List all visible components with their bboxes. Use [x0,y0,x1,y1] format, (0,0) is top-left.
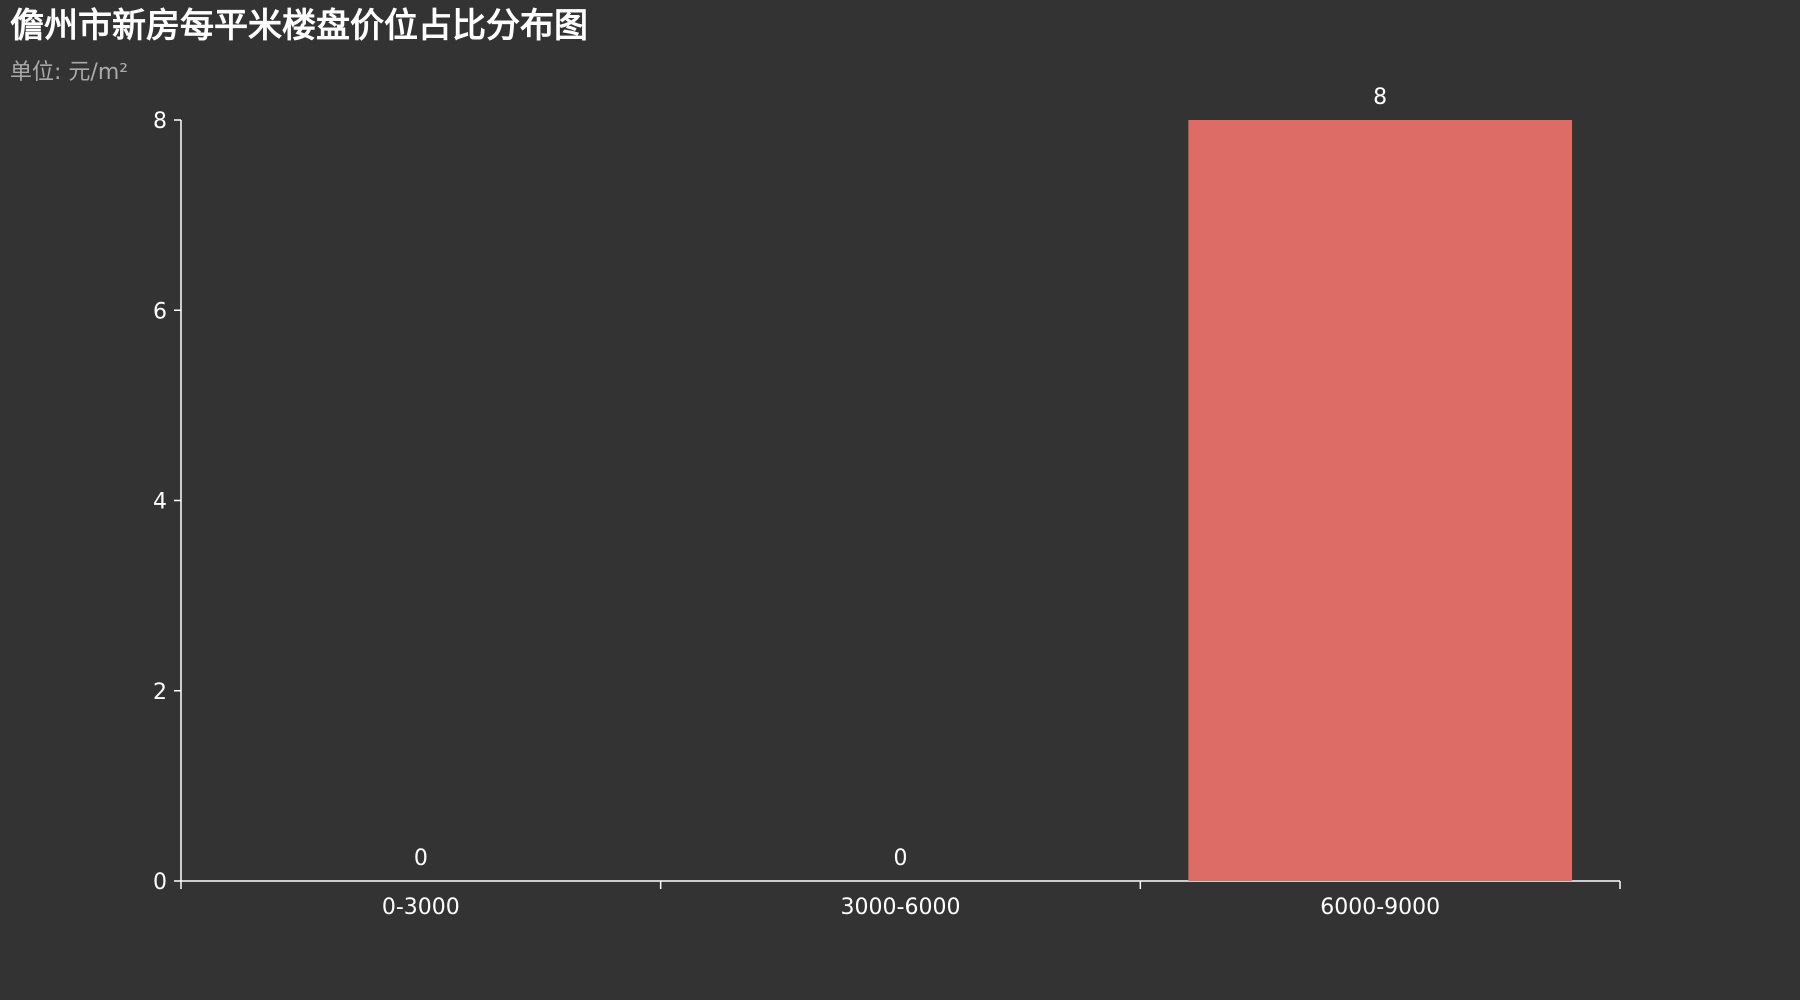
y-tick-label: 6 [153,299,167,324]
chart-title: 儋州市新房每平米楼盘价位占比分布图 [10,6,588,46]
bar[interactable] [1188,120,1573,881]
y-axis: 0 2 4 6 8 [153,109,182,895]
x-tick-label: 0-3000 [382,895,460,920]
y-tick-label: 4 [153,490,167,515]
x-tick-label: 6000-9000 [1320,895,1440,920]
x-tick-label: 3000-6000 [841,895,961,920]
chart-subtitle: 单位: 元/m² [10,60,129,85]
y-tick-label: 8 [153,109,167,134]
y-tick-label: 2 [153,680,167,705]
x-axis: 0-3000 3000-6000 6000-9000 [180,880,1621,920]
bar-value-label: 0 [414,846,428,871]
data-labels: 0 0 8 [414,85,1387,871]
y-tick-label: 0 [153,870,167,895]
bar-value-label: 8 [1373,85,1387,110]
bars [1188,120,1573,881]
bar-value-label: 0 [894,846,908,871]
